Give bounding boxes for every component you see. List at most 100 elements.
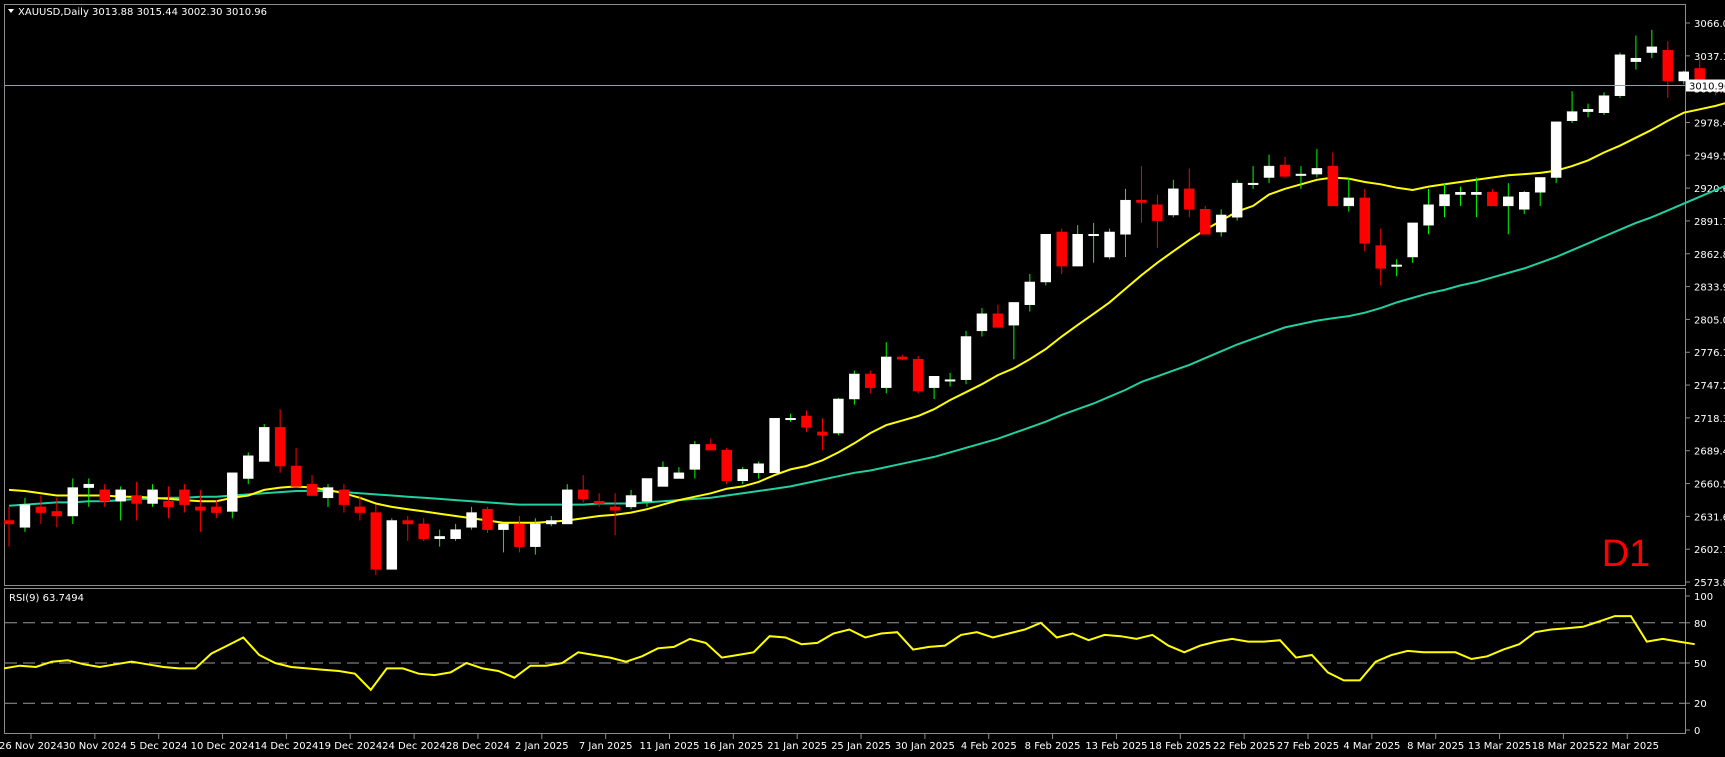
time-tick-label: 30 Jan 2025	[895, 741, 955, 752]
price-tick-label: 2920.65	[1694, 184, 1725, 195]
candle-body	[163, 500, 174, 508]
candle-body	[1391, 264, 1402, 267]
candle-body	[992, 313, 1004, 328]
candle-body	[482, 508, 493, 530]
candlestick-series	[3, 29, 1721, 576]
candle-body	[896, 356, 908, 360]
candle-body	[1630, 57, 1642, 62]
candle-body	[753, 463, 764, 474]
candle-body	[1662, 50, 1674, 82]
candle-body	[1343, 197, 1355, 207]
candle-body	[657, 466, 669, 487]
candle-body	[1614, 54, 1626, 96]
main-chart-frame	[4, 4, 1686, 586]
candle-body	[35, 506, 47, 513]
time-tick-label: 10 Dec 2024	[191, 741, 255, 752]
candle-body	[625, 495, 637, 508]
candle-body	[737, 469, 748, 482]
time-tick-label: 18 Mar 2025	[1532, 741, 1595, 752]
candle-body	[609, 506, 621, 511]
candle-body	[1678, 71, 1689, 82]
candle-body	[211, 506, 222, 513]
time-tick-label: 8 Feb 2025	[1025, 741, 1081, 752]
time-tick-label: 27 Feb 2025	[1277, 741, 1339, 752]
symbol-title: XAUUSD,Daily 3013.88 3015.44 3002.30 301…	[18, 7, 267, 18]
time-tick-label: 26 Nov 2024	[0, 741, 63, 752]
candle-body	[1423, 204, 1434, 226]
price-tick-label: 2776.15	[1694, 348, 1725, 359]
rsi-tick-label: 50	[1694, 659, 1707, 670]
time-tick-label: 11 Jan 2025	[640, 741, 700, 752]
price-tick-label: 2573.88	[1694, 578, 1725, 589]
candle-body	[19, 504, 31, 528]
dropdown-triangle-icon[interactable]	[8, 9, 14, 13]
candle-body	[1550, 121, 1562, 178]
candle-body	[1694, 68, 1705, 82]
candle-body	[1072, 234, 1083, 267]
price-tick-label: 3037.10	[1694, 52, 1725, 63]
candle-body	[817, 431, 828, 436]
candle-body	[1566, 111, 1578, 121]
candle-body	[498, 523, 509, 530]
candle-body	[1056, 231, 1067, 267]
price-tick-label: 2978.45	[1694, 118, 1725, 129]
slow-ma-line	[8, 184, 1725, 507]
candle-body	[227, 472, 238, 512]
candle-body	[1327, 165, 1339, 207]
time-tick-label: 22 Feb 2025	[1213, 741, 1275, 752]
candle-body	[1503, 196, 1514, 207]
time-tick-label: 5 Dec 2024	[130, 741, 188, 752]
candle-body	[865, 373, 876, 388]
rsi-tick-label: 80	[1694, 619, 1707, 630]
candle-body	[705, 444, 717, 451]
candle-body	[370, 512, 382, 570]
price-tick-label: 2602.75	[1694, 545, 1725, 556]
candle-body	[450, 529, 461, 539]
candle-body	[147, 489, 158, 504]
candle-body	[466, 512, 477, 528]
candle-body	[976, 313, 988, 332]
candle-body	[1024, 281, 1036, 305]
candle-body	[1519, 191, 1530, 210]
candle-body	[689, 444, 701, 470]
time-tick-label: 19 Dec 2024	[318, 741, 382, 752]
candle-body	[115, 489, 126, 502]
time-tick-label: 22 Mar 2025	[1596, 741, 1659, 752]
candle-body	[3, 520, 15, 525]
candle-body	[1040, 234, 1051, 283]
price-tick-label: 2891.75	[1694, 217, 1725, 228]
rsi-indicator: 100 80 50 20 0	[3, 592, 1713, 737]
candle-body	[1534, 177, 1546, 193]
candle-body	[1263, 165, 1275, 178]
candle-body	[1184, 188, 1195, 210]
candle-body	[1487, 191, 1498, 207]
candle-body	[1104, 231, 1115, 258]
time-tick-label: 4 Mar 2025	[1343, 741, 1400, 752]
candle-body	[274, 427, 286, 467]
price-tick-label: 2718.35	[1694, 414, 1725, 425]
candle-body	[514, 523, 525, 547]
time-tick-label: 16 Jan 2025	[703, 741, 763, 752]
candle-body	[1471, 191, 1482, 195]
candle-body	[131, 495, 142, 504]
time-tick-label: 2 Jan 2025	[515, 741, 569, 752]
candle-body	[1455, 191, 1466, 195]
candle-body	[593, 500, 605, 504]
candle-body	[195, 506, 206, 511]
candle-body	[721, 449, 732, 482]
candle-body	[785, 418, 796, 421]
candle-body	[83, 483, 94, 488]
time-tick-label: 18 Feb 2025	[1149, 741, 1211, 752]
candle-body	[1295, 173, 1307, 176]
price-tick-label: 2747.25	[1694, 381, 1725, 392]
candle-body	[338, 489, 350, 505]
time-tick-label: 25 Jan 2025	[831, 741, 891, 752]
candle-body	[1439, 194, 1450, 207]
candle-body	[928, 376, 940, 388]
candle-body	[546, 520, 557, 525]
candle-body	[51, 511, 63, 517]
time-tick-label: 4 Feb 2025	[961, 741, 1017, 752]
candle-body	[67, 487, 79, 517]
time-tick-label: 7 Jan 2025	[579, 741, 633, 752]
